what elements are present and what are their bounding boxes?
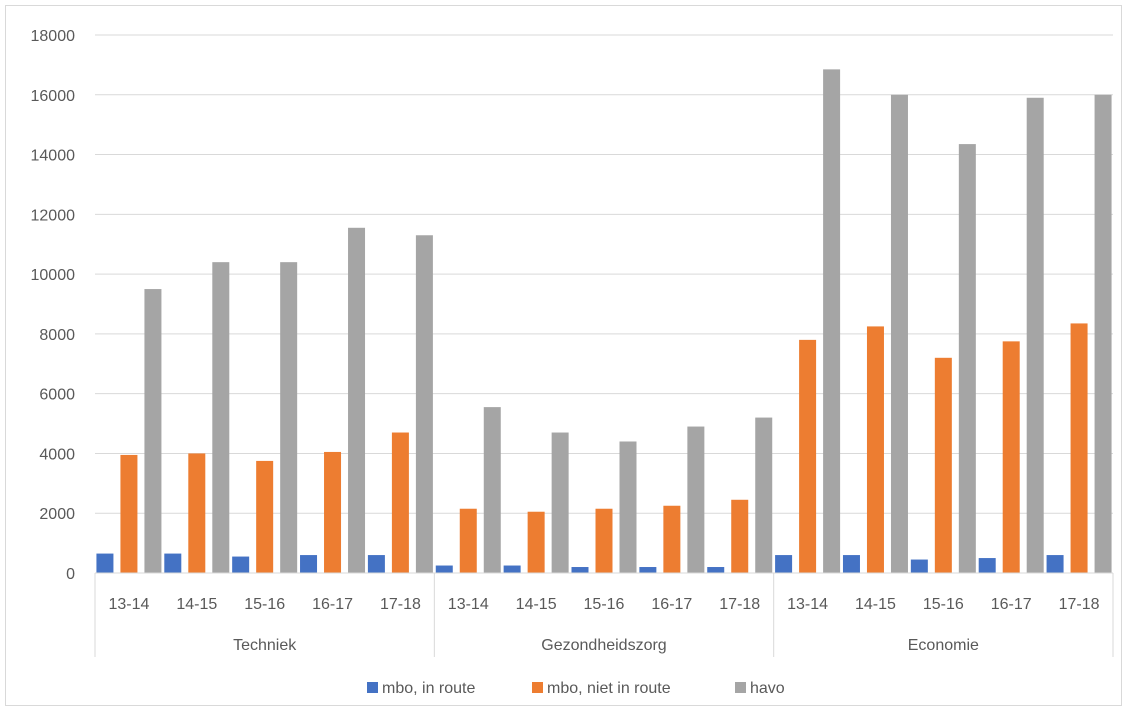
- y-tick-label: 6000: [39, 387, 75, 404]
- x-tick-label: 14-15: [176, 596, 217, 613]
- bar: [280, 262, 298, 573]
- bar: [707, 567, 725, 573]
- bar: [435, 565, 453, 573]
- bar: [164, 553, 182, 573]
- y-tick-label: 14000: [31, 148, 76, 165]
- bar: [551, 432, 569, 573]
- bar: [1026, 97, 1044, 574]
- legend-label: havo: [750, 680, 785, 697]
- bar: [866, 326, 884, 573]
- x-tick-label: 16-17: [312, 596, 353, 613]
- x-tick-label: 13-14: [787, 596, 828, 613]
- bar: [934, 357, 952, 573]
- bar: [1002, 341, 1020, 573]
- legend-label: mbo, niet in route: [547, 680, 671, 697]
- y-tick-label: 8000: [39, 327, 75, 344]
- y-tick-label: 2000: [39, 506, 75, 523]
- legend-swatch: [367, 682, 378, 693]
- x-tick-label: 14-15: [516, 596, 557, 613]
- y-axis: 0 2000 4000 6000 8000 10000 12000 14000 16000 180…: [31, 28, 76, 583]
- bar: [687, 426, 705, 573]
- legend-swatch: [735, 682, 746, 693]
- bar: [527, 511, 545, 573]
- bar: [212, 262, 230, 573]
- bars: [96, 69, 1112, 574]
- legend-swatch: [532, 682, 543, 693]
- y-tick-label: 12000: [31, 207, 76, 224]
- x-tick-label: 17-18: [380, 596, 421, 613]
- bar: [775, 555, 793, 573]
- bar: [1094, 94, 1112, 574]
- bar: [367, 555, 385, 573]
- y-tick-label: 0: [66, 566, 75, 583]
- x-group-label: Gezondheidszorg: [541, 637, 666, 654]
- x-tick-label: 16-17: [991, 596, 1032, 613]
- chart-frame: [5, 5, 1122, 706]
- bar: [823, 69, 841, 573]
- x-tick-label: 17-18: [719, 596, 760, 613]
- bar: [639, 567, 657, 573]
- bar: [890, 94, 908, 574]
- bar: [799, 339, 817, 573]
- legend-item: havo: [735, 680, 785, 697]
- bar: [232, 556, 250, 573]
- legend-label: mbo, in route: [382, 680, 475, 697]
- x-group-label: Economie: [908, 637, 979, 654]
- bar: [144, 289, 162, 573]
- x-tick-label: 17-18: [1059, 596, 1100, 613]
- x-tick-label: 16-17: [651, 596, 692, 613]
- x-tick-label: 15-16: [923, 596, 964, 613]
- bar: [300, 555, 318, 573]
- bar: [256, 460, 274, 573]
- y-tick-label: 16000: [31, 88, 76, 105]
- bar: [459, 508, 477, 573]
- bar: [910, 559, 928, 573]
- bar: [755, 417, 773, 573]
- y-tick-label: 4000: [39, 446, 75, 463]
- bar: [731, 499, 749, 573]
- x-tick-label: 15-16: [584, 596, 625, 613]
- bar: [188, 453, 206, 573]
- bar: [415, 235, 433, 573]
- x-group-label: Techniek: [233, 637, 297, 654]
- bar: [663, 505, 681, 573]
- bar: [978, 558, 996, 573]
- legend-item: mbo, in route: [367, 680, 475, 697]
- y-tick-label: 10000: [31, 267, 76, 284]
- bar: [571, 567, 589, 573]
- bar: [1046, 555, 1064, 573]
- x-tick-label: 14-15: [855, 596, 896, 613]
- bar: [503, 565, 521, 573]
- legend: mbo, in route mbo, niet in route havo: [367, 680, 785, 697]
- bar: [595, 508, 613, 573]
- bar: [96, 553, 114, 573]
- x-tick-label: 13-14: [108, 596, 149, 613]
- bar: [324, 451, 342, 573]
- x-tick-label: 15-16: [244, 596, 285, 613]
- y-tick-label: 18000: [31, 28, 76, 45]
- bar: [1070, 323, 1088, 573]
- bar: [348, 227, 366, 574]
- bar: [958, 144, 976, 573]
- bar: [120, 454, 138, 573]
- bar: [619, 441, 637, 573]
- x-tick-label: 13-14: [448, 596, 489, 613]
- bar: [483, 407, 501, 573]
- legend-item: mbo, niet in route: [532, 680, 671, 697]
- bar: [391, 432, 409, 573]
- bar: [842, 555, 860, 573]
- x-axis: 13-14 14-15 15-16 16-17 17-18 Techniek 13-14 14…: [94, 572, 1114, 657]
